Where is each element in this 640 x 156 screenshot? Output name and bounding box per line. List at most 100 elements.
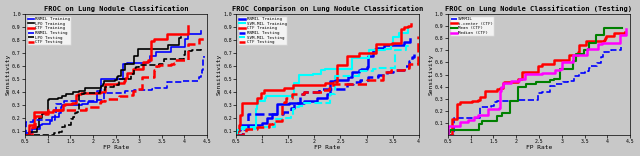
RNMIL Training: [273, 103, 281, 105]
RNMIL Training: [406, 39, 414, 40]
CTF Training: [68, 103, 76, 105]
CTF Testing: [371, 79, 379, 81]
t-center (CTF): [481, 96, 489, 98]
Line: SVM-MIL Training: SVM-MIL Training: [236, 29, 408, 135]
RNMIL Testing: [276, 113, 284, 115]
RNMIL Training: [21, 134, 29, 136]
Median (CTF): [622, 28, 630, 30]
Mean (CTF): [493, 120, 501, 122]
RNMIL Testing: [232, 134, 240, 136]
LPO Training: [115, 77, 122, 78]
SVMMIL: [586, 71, 593, 72]
Line: CTF Testing: CTF Testing: [25, 38, 205, 135]
SVM-MIL Testing: [287, 115, 295, 117]
RNMIL Training: [123, 62, 131, 64]
CTF Training: [333, 81, 340, 83]
Mean (CTF): [570, 60, 578, 61]
Mean (CTF): [446, 131, 454, 133]
Mean (CTF): [520, 86, 528, 88]
CTF Training: [123, 77, 131, 78]
RNMIL Training: [198, 30, 205, 32]
LPO Training: [76, 90, 83, 92]
t-center (CTF): [452, 118, 460, 120]
SVM-MIL Training: [321, 69, 329, 71]
SVMMIL: [444, 134, 452, 136]
CTF Testing: [232, 134, 240, 136]
Legend: RNMIL Training, LPO Training, CTF Training, RNMIL Testing, LPO Testing, CTF Test: RNMIL Training, LPO Training, CTF Traini…: [27, 16, 71, 45]
SVMMIL: [451, 127, 458, 129]
LPO Testing: [47, 134, 55, 136]
SVM-MIL Training: [404, 28, 412, 30]
Line: RNMIL Testing: RNMIL Testing: [236, 54, 413, 135]
RNMIL Training: [21, 132, 29, 134]
Line: CTF Training: CTF Training: [236, 24, 411, 135]
RNMIL Testing: [21, 134, 29, 136]
SVM-MIL Testing: [331, 93, 339, 95]
Median (CTF): [444, 125, 452, 127]
CTF Training: [407, 23, 415, 25]
RNMIL Testing: [200, 55, 208, 57]
CTF Testing: [29, 126, 36, 128]
CTF Training: [257, 92, 265, 94]
RNMIL Testing: [410, 53, 417, 55]
LPO Testing: [21, 134, 29, 136]
LPO Testing: [36, 134, 44, 136]
Legend: SVMMIL, t-center (CTF), Mean (CTF), Median (CTF): SVMMIL, t-center (CTF), Mean (CTF), Medi…: [450, 16, 494, 36]
CTF Testing: [300, 91, 308, 93]
RNMIL Testing: [344, 83, 351, 85]
Title: FROC on Lung Nodule Classification (Testing): FROC on Lung Nodule Classification (Test…: [445, 6, 632, 12]
SVM-MIL Testing: [372, 68, 380, 70]
SVMMIL: [547, 85, 554, 87]
Line: Median (CTF): Median (CTF): [448, 29, 626, 135]
CTF Testing: [97, 101, 105, 103]
CTF Training: [21, 134, 29, 136]
Line: RNMIL Training: RNMIL Training: [236, 39, 410, 135]
RNMIL Training: [26, 132, 33, 134]
Legend: RNMIL Training, SVM-MIL Training, CTF Training, RNMIL Testing, SVM-MIL Testing, : RNMIL Training, SVM-MIL Training, CTF Tr…: [238, 16, 287, 45]
RNMIL Training: [143, 62, 151, 64]
LPO Testing: [196, 48, 204, 50]
CTF Testing: [202, 37, 209, 39]
SVMMIL: [617, 46, 625, 48]
RNMIL Testing: [163, 81, 171, 83]
CTF Training: [343, 64, 351, 66]
RNMIL Training: [348, 76, 356, 78]
Y-axis label: Sensitivity: Sensitivity: [6, 54, 10, 95]
Title: FROC Comparison on Lung Nodule Classification: FROC Comparison on Lung Nodule Classific…: [232, 6, 423, 12]
RNMIL Testing: [400, 65, 408, 67]
LPO Training: [21, 134, 29, 136]
CTF Training: [25, 124, 33, 126]
LPO Training: [54, 99, 62, 100]
LPO Training: [26, 131, 33, 133]
Median (CTF): [558, 61, 566, 63]
Line: CTF Testing: CTF Testing: [236, 36, 419, 135]
Line: SVMMIL: SVMMIL: [448, 47, 621, 135]
RNMIL Training: [364, 55, 372, 56]
CTF Testing: [415, 35, 422, 37]
X-axis label: FP Rate: FP Rate: [103, 145, 129, 150]
SVMMIL: [451, 127, 458, 129]
Mean (CTF): [619, 27, 627, 28]
Line: LPO Training: LPO Training: [25, 37, 180, 135]
RNMIL Testing: [349, 83, 357, 85]
RNMIL Testing: [164, 81, 172, 83]
t-center (CTF): [500, 81, 508, 83]
Line: CTF Training: CTF Training: [25, 26, 188, 135]
Median (CTF): [444, 125, 452, 127]
t-center (CTF): [574, 51, 582, 53]
RNMIL Testing: [57, 103, 65, 105]
CTF Testing: [156, 64, 163, 66]
t-center (CTF): [575, 51, 583, 53]
CTF Testing: [31, 126, 38, 128]
CTF Training: [26, 124, 34, 126]
SVM-MIL Testing: [331, 93, 339, 95]
Mean (CTF): [572, 60, 580, 61]
RNMIL Training: [355, 71, 363, 73]
LPO Testing: [75, 99, 83, 101]
LPO Training: [33, 131, 40, 133]
RNMIL Testing: [356, 81, 364, 83]
SVM-MIL Training: [317, 69, 324, 71]
SVM-MIL Training: [388, 43, 396, 44]
t-center (CTF): [621, 31, 628, 33]
RNMIL Training: [232, 134, 240, 136]
